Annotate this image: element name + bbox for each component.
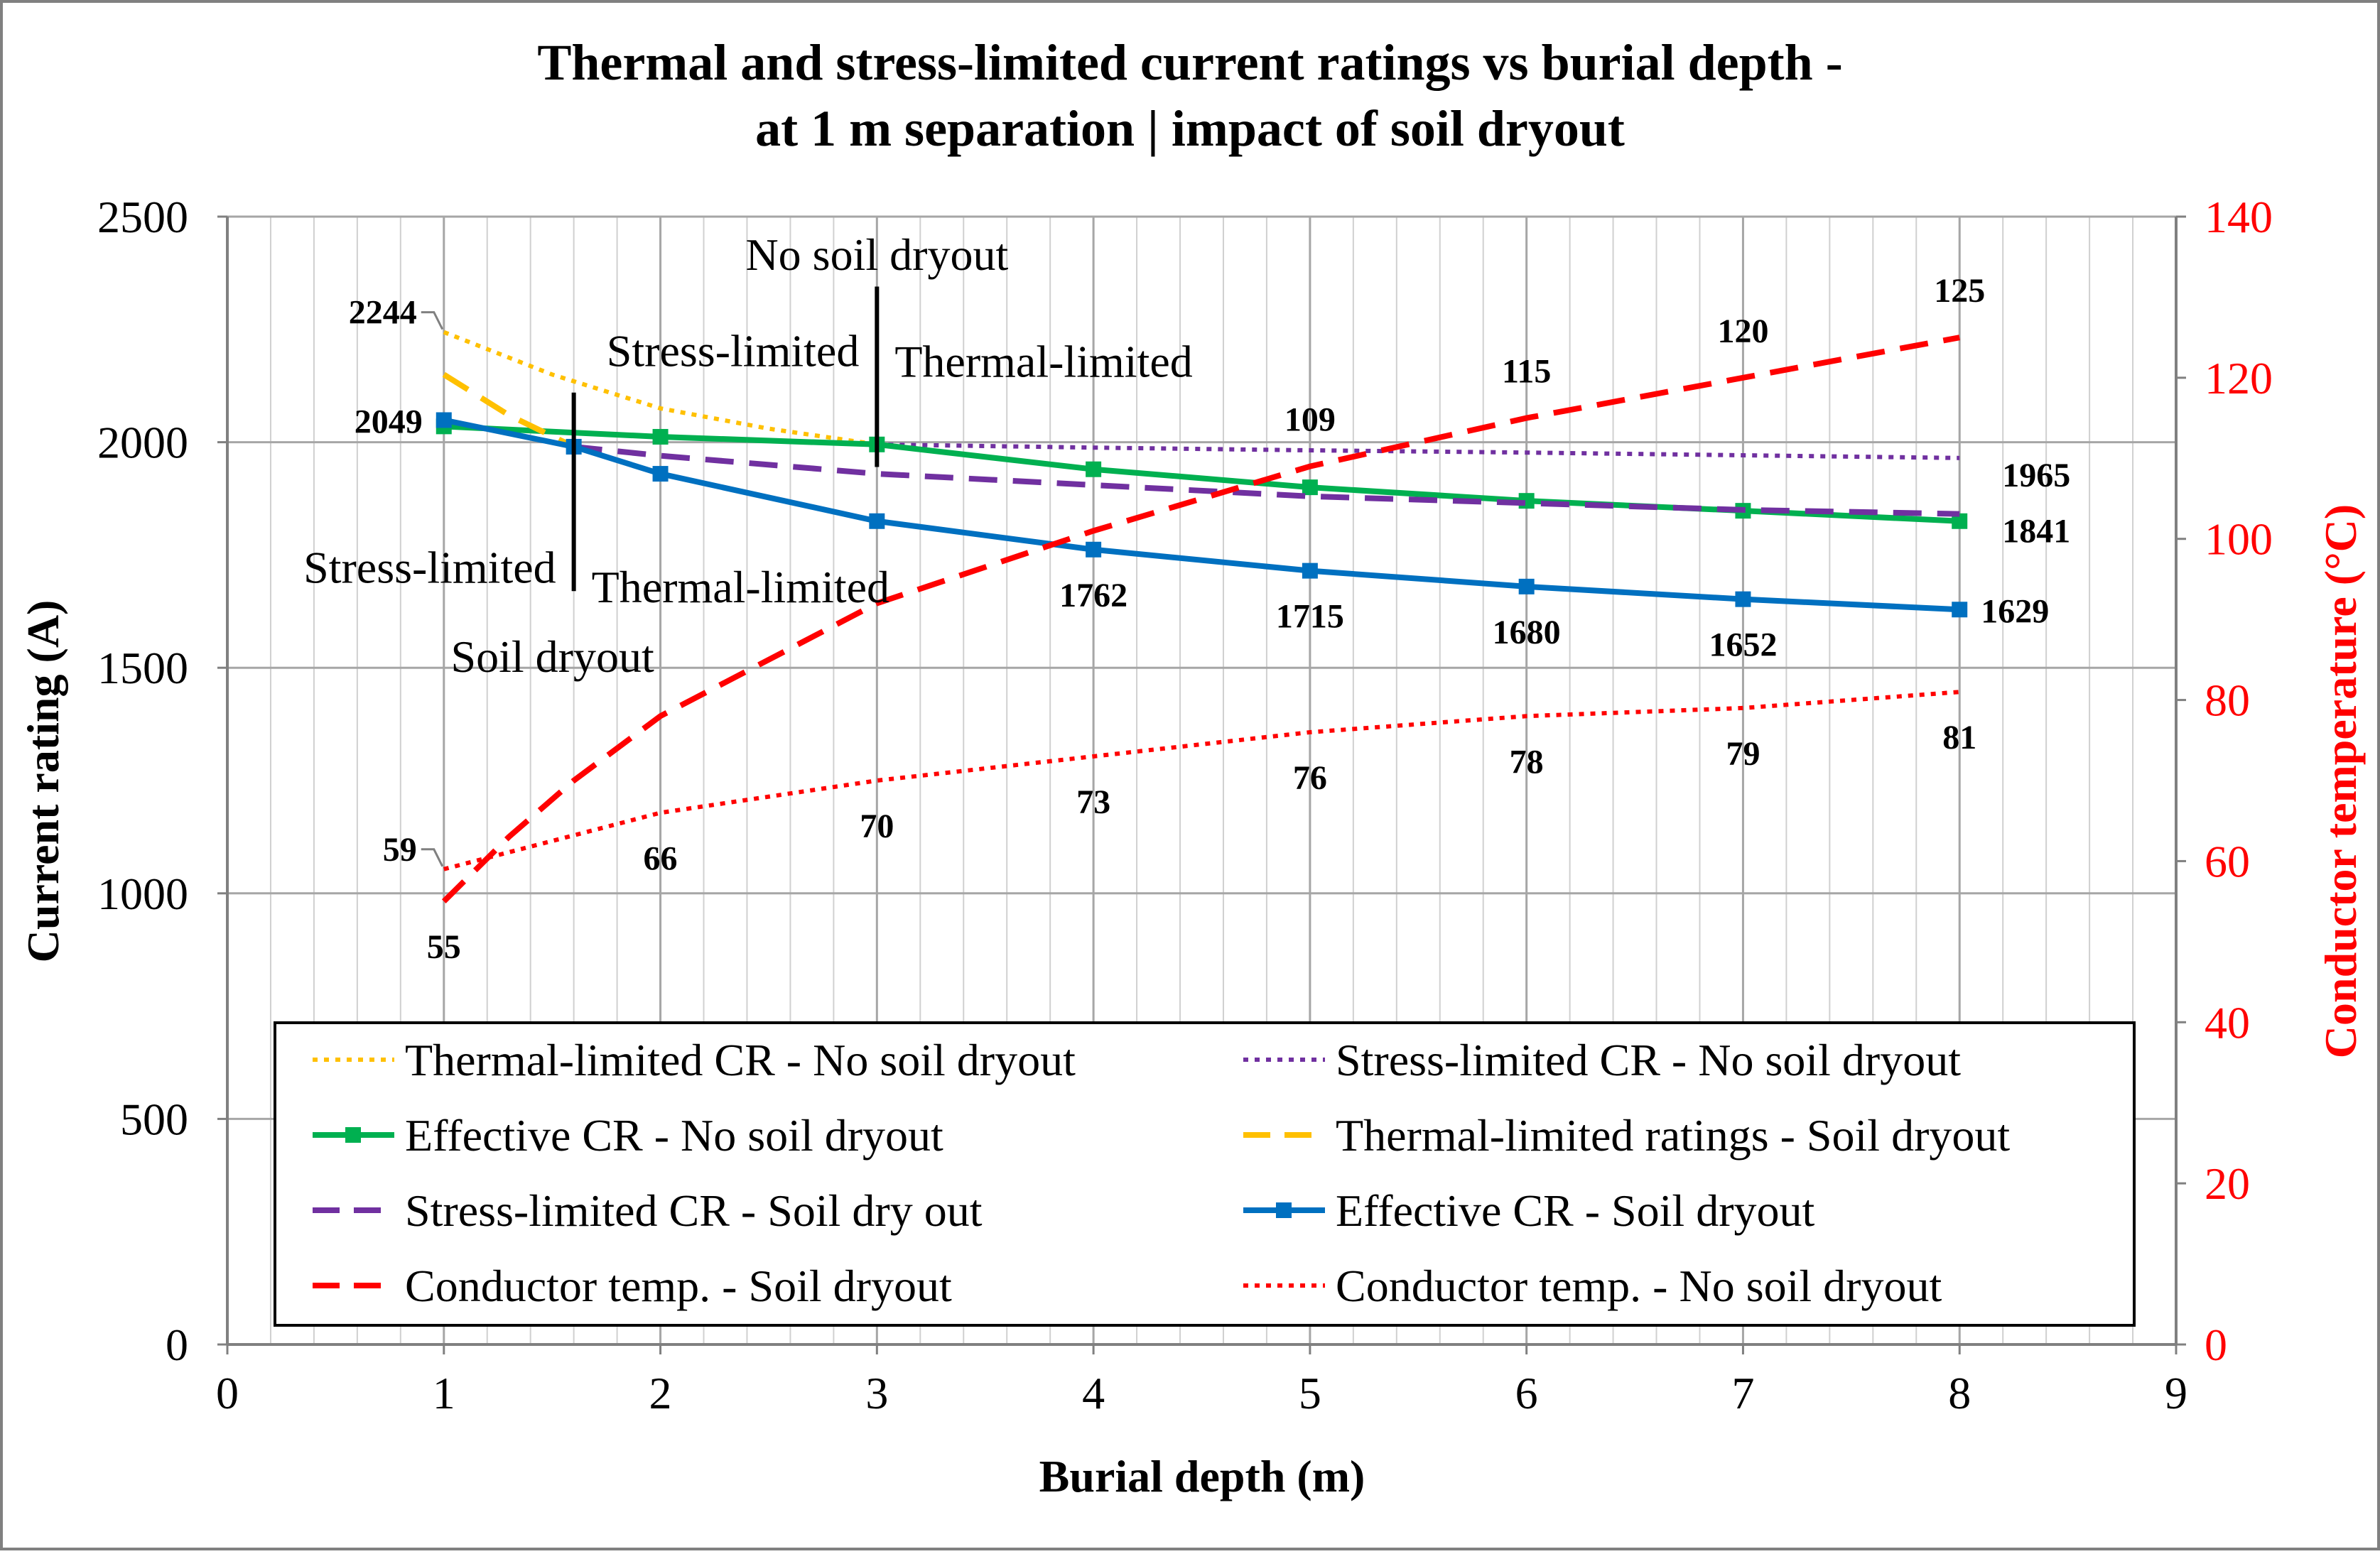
data-label: 73 xyxy=(1076,783,1110,821)
x-tick-label: 9 xyxy=(2165,1368,2187,1418)
annotation-label: Stress-limited xyxy=(607,326,860,376)
series-3-point xyxy=(652,428,669,445)
y2-tick-label: 80 xyxy=(2205,675,2250,726)
x-tick-label: 5 xyxy=(1299,1368,1321,1418)
data-label: 1965 xyxy=(2002,457,2070,494)
x-tick-label: 8 xyxy=(1948,1368,1971,1418)
y-tick-label: 500 xyxy=(120,1094,188,1144)
data-label: 2049 xyxy=(355,403,423,440)
series-6-point xyxy=(436,412,452,428)
x-tick-label: 4 xyxy=(1082,1368,1105,1418)
data-label: 1680 xyxy=(1493,614,1561,651)
series-line-3 xyxy=(443,423,1960,524)
tick-labels: 0 1 2 3 4 5 6 7 8 9050010001500200025000204060801… xyxy=(97,192,2273,1418)
legend-entry-label: Conductor temp. - No soil dryout xyxy=(1336,1261,1942,1311)
data-label: 120 xyxy=(1717,313,1768,350)
series-3-point xyxy=(1952,513,1968,529)
series-line-7 xyxy=(441,335,1960,903)
series-6-point xyxy=(1518,578,1535,594)
data-label: 109 xyxy=(1284,401,1336,439)
legend-entry-label: Thermal-limited CR - No soil dryout xyxy=(405,1035,1076,1085)
series-line-5 xyxy=(573,443,1960,517)
regime-dividers xyxy=(571,286,880,592)
y-tick-label: 2500 xyxy=(97,192,188,242)
annotation-label: No soil dryout xyxy=(745,229,1008,280)
data-label: 1762 xyxy=(1059,577,1127,614)
series-3-point xyxy=(1086,461,1102,477)
series-6-point xyxy=(1086,541,1102,558)
legend-marker xyxy=(1276,1202,1292,1218)
data-label: 70 xyxy=(860,808,894,845)
series-6-point xyxy=(652,466,669,482)
y2-tick-label: 120 xyxy=(2205,353,2273,403)
y2-axis-title: Conductor temperature (°C) xyxy=(2315,504,2366,1058)
y-tick-label: 2000 xyxy=(97,418,188,468)
series-6-point xyxy=(1952,602,1968,618)
legend-entry-label: Effective CR - Soil dryout xyxy=(1336,1185,1815,1236)
data-label: 1629 xyxy=(1981,592,2049,630)
legend-entry-label: Effective CR - No soil dryout xyxy=(405,1110,943,1161)
data-label: 55 xyxy=(427,928,461,966)
x-tick-label: 3 xyxy=(865,1368,888,1418)
y-tick-label: 1000 xyxy=(97,869,188,919)
legend-entry-label: Thermal-limited ratings - Soil dryout xyxy=(1336,1110,2010,1161)
y2-tick-label: 20 xyxy=(2205,1158,2250,1209)
series-6-point xyxy=(869,513,885,529)
axes xyxy=(217,215,2186,1354)
series-6-point xyxy=(1302,563,1318,579)
legend-entry-label: Conductor temp. - Soil dryout xyxy=(405,1261,952,1311)
data-label: 78 xyxy=(1510,743,1544,781)
series-6-point xyxy=(1735,591,1751,607)
annotation-label: Soil dryout xyxy=(451,631,654,682)
y2-tick-label: 60 xyxy=(2205,836,2250,886)
data-label: 1652 xyxy=(1709,626,1777,664)
series-line-1 xyxy=(443,330,877,447)
data-label: 81 xyxy=(1942,719,1976,756)
data-label-leader xyxy=(421,311,444,330)
data-label: 1841 xyxy=(2002,513,2070,550)
chart-title-line-1: Thermal and stress-limited current ratin… xyxy=(537,34,1842,91)
y2-tick-label: 0 xyxy=(2205,1320,2227,1370)
series-group xyxy=(436,330,1968,903)
legend-box xyxy=(274,1021,2136,1327)
y2-tick-label: 140 xyxy=(2205,192,2273,242)
series-line-8 xyxy=(443,690,1960,871)
data-label: 76 xyxy=(1293,759,1327,797)
data-label: 115 xyxy=(1502,353,1551,391)
series-line-2 xyxy=(877,442,1960,460)
legend-marker xyxy=(345,1127,361,1143)
series-3-point xyxy=(1302,479,1318,496)
data-label-leader xyxy=(421,848,444,867)
data-label: 1715 xyxy=(1276,598,1344,636)
chart-title-line-2: at 1 m separation | impact of soil dryou… xyxy=(755,100,1625,157)
x-tick-label: 0 xyxy=(216,1368,239,1418)
data-label: 2244 xyxy=(349,294,417,332)
x-tick-label: 6 xyxy=(1515,1368,1538,1418)
x-tick-label: 7 xyxy=(1731,1368,1754,1418)
data-labels: 2244 2049 1762 1715 1680 1652 1629 1965 1841 109 1… xyxy=(349,272,2070,966)
legend-entry-label: Stress-limited CR - No soil dryout xyxy=(1336,1035,1961,1085)
x-axis-title: Burial depth (m) xyxy=(1039,1451,1365,1501)
legend-entry-label: Stress-limited CR - Soil dry out xyxy=(405,1185,983,1236)
y2-tick-label: 100 xyxy=(2205,514,2273,565)
series-line-4 xyxy=(442,371,575,450)
annotation-label: Thermal-limited xyxy=(894,337,1192,387)
annotations: No soil dryout Stress-limited Thermal-limi… xyxy=(303,229,1193,682)
annotation-label: Thermal-limited xyxy=(592,562,889,612)
y2-tick-label: 40 xyxy=(2205,997,2250,1048)
legend: Thermal-limited CR - No soil dryout Stres… xyxy=(274,1021,2136,1327)
data-label: 66 xyxy=(644,840,678,877)
data-label: 59 xyxy=(383,831,417,869)
annotation-label: Stress-limited xyxy=(303,542,556,592)
data-label: 79 xyxy=(1726,735,1760,773)
data-label: 125 xyxy=(1934,272,1985,310)
y-axis-title: Current rating (A) xyxy=(18,600,68,963)
y-tick-label: 0 xyxy=(166,1320,188,1370)
x-tick-label: 1 xyxy=(433,1368,455,1418)
y-tick-label: 1500 xyxy=(97,643,188,693)
x-tick-label: 2 xyxy=(649,1368,672,1418)
